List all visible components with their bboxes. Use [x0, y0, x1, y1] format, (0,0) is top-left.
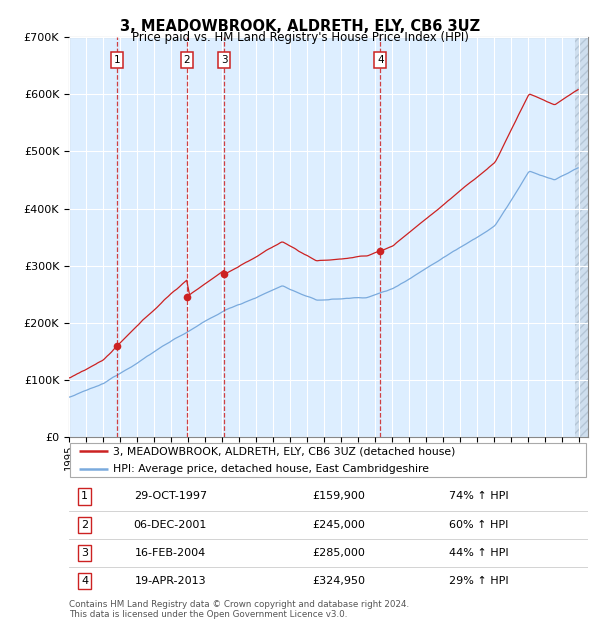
Text: 29% ↑ HPI: 29% ↑ HPI	[449, 576, 509, 586]
Text: 19-APR-2013: 19-APR-2013	[134, 576, 206, 586]
Text: 2: 2	[184, 55, 190, 65]
Text: Price paid vs. HM Land Registry's House Price Index (HPI): Price paid vs. HM Land Registry's House …	[131, 31, 469, 44]
Text: £159,900: £159,900	[313, 492, 365, 502]
Text: £245,000: £245,000	[313, 520, 365, 529]
Text: 60% ↑ HPI: 60% ↑ HPI	[449, 520, 509, 529]
Text: 1: 1	[114, 55, 121, 65]
Text: 1: 1	[81, 492, 88, 502]
Text: HPI: Average price, detached house, East Cambridgeshire: HPI: Average price, detached house, East…	[113, 464, 429, 474]
Text: 3: 3	[221, 55, 227, 65]
Text: 4: 4	[377, 55, 383, 65]
Text: This data is licensed under the Open Government Licence v3.0.: This data is licensed under the Open Gov…	[69, 610, 347, 619]
Text: 74% ↑ HPI: 74% ↑ HPI	[449, 492, 509, 502]
FancyBboxPatch shape	[70, 443, 586, 477]
Text: Contains HM Land Registry data © Crown copyright and database right 2024.: Contains HM Land Registry data © Crown c…	[69, 600, 409, 609]
Text: 06-DEC-2001: 06-DEC-2001	[134, 520, 207, 529]
Text: 3: 3	[81, 548, 88, 558]
Text: £324,950: £324,950	[313, 576, 365, 586]
Text: 16-FEB-2004: 16-FEB-2004	[134, 548, 206, 558]
Text: 29-OCT-1997: 29-OCT-1997	[134, 492, 207, 502]
Text: 3, MEADOWBROOK, ALDRETH, ELY, CB6 3UZ: 3, MEADOWBROOK, ALDRETH, ELY, CB6 3UZ	[120, 19, 480, 33]
Text: 4: 4	[81, 576, 88, 586]
Text: £285,000: £285,000	[313, 548, 365, 558]
Text: 3, MEADOWBROOK, ALDRETH, ELY, CB6 3UZ (detached house): 3, MEADOWBROOK, ALDRETH, ELY, CB6 3UZ (d…	[113, 446, 455, 456]
Text: 2: 2	[81, 520, 88, 529]
Text: 44% ↑ HPI: 44% ↑ HPI	[449, 548, 509, 558]
